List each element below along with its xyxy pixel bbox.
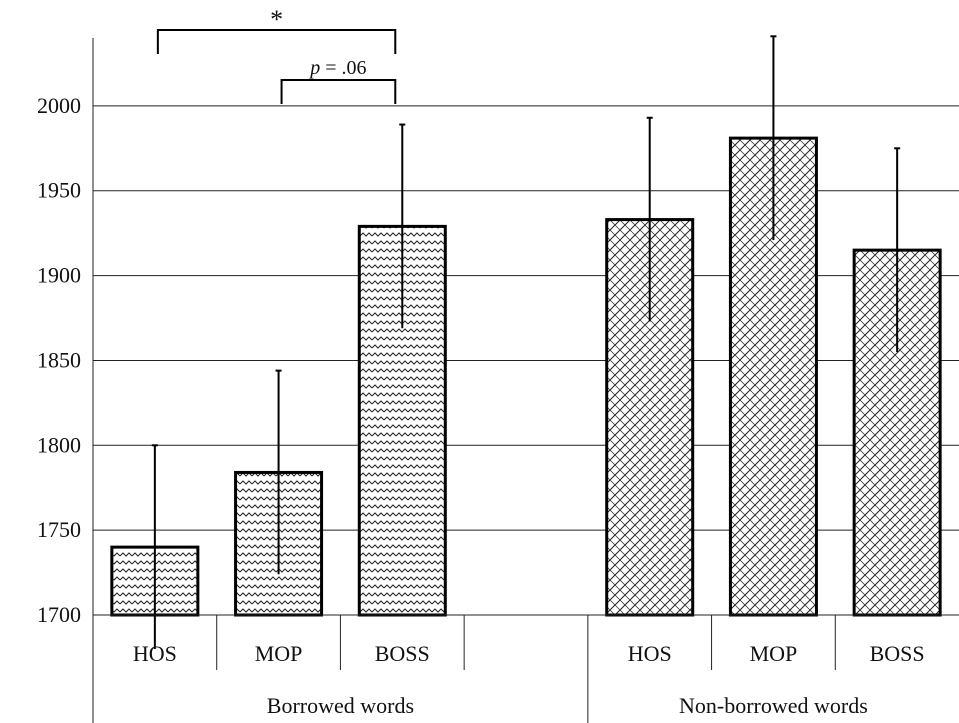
labels: 1700 1750 1800 1850 1900 1950 2000 HOS MOP BOSS HO…: [37, 93, 925, 718]
y-tick-label: 1950: [37, 178, 81, 203]
y-tick-label: 1750: [37, 517, 81, 542]
y-tick-label: 1700: [37, 602, 81, 627]
group-label: Non-borrowed words: [679, 693, 868, 718]
category-label: MOP: [255, 641, 303, 666]
significance-label: p = .06: [308, 57, 366, 79]
category-label: BOSS: [870, 641, 925, 666]
significance-label: *: [270, 5, 283, 34]
significance-bracket: [156, 29, 397, 54]
y-tick-label: 1850: [37, 347, 81, 372]
group-label: Borrowed words: [267, 693, 414, 718]
category-label: MOP: [750, 641, 798, 666]
y-tick-label: 1800: [37, 432, 81, 457]
annotations: * p = .06: [156, 5, 397, 104]
significance-bracket: [280, 79, 397, 104]
category-label: HOS: [133, 641, 177, 666]
bars: [110, 35, 942, 649]
gridlines: [93, 105, 959, 616]
category-label: HOS: [628, 641, 672, 666]
y-tick-label: 1900: [37, 263, 81, 288]
y-tick-label: 2000: [37, 93, 81, 118]
axes: [92, 38, 959, 723]
category-label: BOSS: [375, 641, 430, 666]
